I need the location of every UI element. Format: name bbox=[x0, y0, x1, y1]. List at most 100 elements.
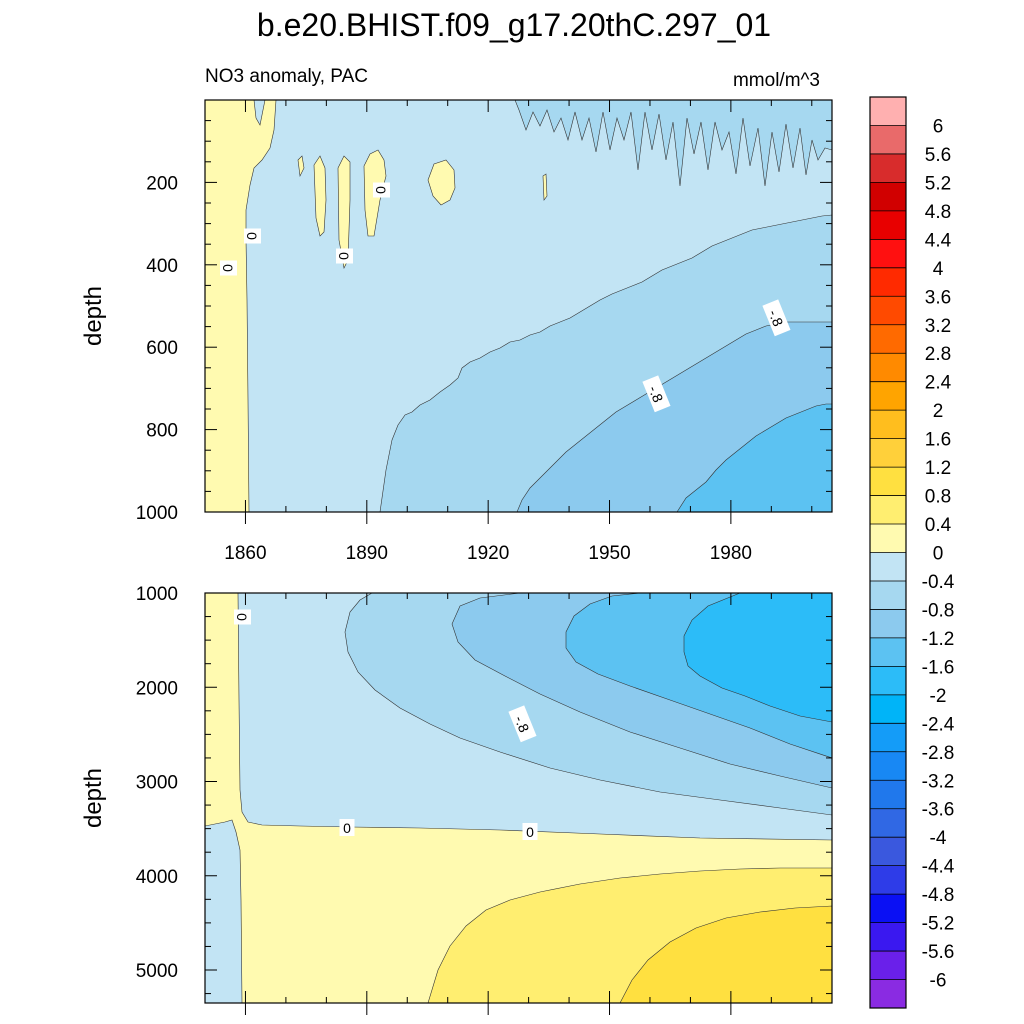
colorbar-label: -5.2 bbox=[922, 914, 955, 935]
colorbar-label: 4 bbox=[933, 259, 944, 280]
colorbar-swatch bbox=[870, 438, 906, 468]
colorbar-label: 3.6 bbox=[925, 287, 951, 308]
colorbar-label: 2 bbox=[933, 401, 944, 422]
y-tick-label: 400 bbox=[146, 256, 178, 277]
contour-label: 0 bbox=[373, 182, 390, 198]
colorbar-swatch bbox=[870, 125, 906, 155]
colorbar-label: 4.8 bbox=[925, 202, 951, 223]
lower-contour-labels: 0 -.8 0 0 bbox=[234, 609, 538, 840]
contour-label-bg bbox=[642, 375, 671, 413]
colorbar-label: 6 bbox=[933, 116, 944, 137]
contour-label-bg bbox=[220, 260, 237, 276]
contour-label-text: 0 bbox=[220, 264, 236, 272]
colorbar-swatch bbox=[870, 894, 906, 923]
units-label: mmol/m^3 bbox=[733, 70, 820, 91]
colorbar-swatch bbox=[870, 837, 906, 866]
colorbar-label: -4.4 bbox=[922, 857, 955, 878]
x-tick-label: 1860 bbox=[224, 543, 266, 564]
colorbar-swatch bbox=[870, 552, 906, 582]
lower-ticks: 1000 2000 3000 4000 5000 bbox=[136, 584, 832, 1015]
colorbar-label: -1.6 bbox=[922, 657, 955, 678]
x-tick-label: 1980 bbox=[710, 543, 752, 564]
y-tick-label: 200 bbox=[146, 173, 178, 194]
colorbar-swatch bbox=[870, 495, 906, 525]
colorbar-label: -5.6 bbox=[922, 942, 955, 963]
contour-label: -.8 bbox=[642, 375, 671, 413]
contour-label: 0 bbox=[339, 819, 355, 836]
upper-ticks: 1860 1890 1920 1950 1980 200 400 600 800 1000 bbox=[136, 99, 832, 564]
upper-band-pos-0-0.4 bbox=[205, 100, 277, 512]
chart-title: b.e20.BHIST.f09_g17.20thC.297_01 bbox=[257, 7, 771, 43]
lower-panel-frame bbox=[204, 592, 833, 1004]
contour-label-bg bbox=[373, 182, 390, 198]
contour-label-text: 0 bbox=[526, 824, 534, 840]
x-tick-label: 1950 bbox=[588, 543, 630, 564]
colorbar: 6 5.6 5.2 4.8 4.4 4 3.6 3.2 2.8 2.4 2 1.6 1.2 0.8 0.4 0… bbox=[869, 96, 955, 1009]
colorbar-label: -4.8 bbox=[922, 885, 955, 906]
contour-label: -.8 bbox=[762, 299, 791, 337]
colorbar-label: 5.2 bbox=[925, 173, 951, 194]
y-tick-label: 1000 bbox=[136, 503, 178, 524]
lower-band-neg-1.6-2 bbox=[683, 593, 832, 723]
colorbar-label: 2.8 bbox=[925, 344, 951, 365]
colorbar-label: 4.4 bbox=[925, 230, 952, 251]
y-tick-label: 2000 bbox=[136, 678, 178, 699]
y-axis-label-lower: depth bbox=[80, 768, 107, 828]
colorbar-label: -2.4 bbox=[922, 714, 955, 735]
colorbar-label: -0.8 bbox=[922, 600, 955, 621]
colorbar-swatch bbox=[870, 324, 906, 354]
contour-label-text: 0 bbox=[373, 186, 389, 194]
colorbar-label: 1.6 bbox=[925, 430, 951, 451]
y-tick-label: 1000 bbox=[136, 584, 178, 605]
colorbar-swatch bbox=[870, 524, 906, 553]
colorbar-label: 1.2 bbox=[925, 458, 951, 479]
y-tick-label: 800 bbox=[146, 421, 178, 442]
contour-label: 0 bbox=[220, 260, 237, 276]
contour-label-bg bbox=[234, 609, 251, 625]
colorbar-swatch bbox=[870, 153, 906, 183]
upper-yellow-blob-5 bbox=[297, 155, 305, 178]
contour-label-bg bbox=[339, 819, 355, 836]
upper-surface-streaks bbox=[514, 100, 832, 187]
colorbar-swatch bbox=[870, 780, 906, 810]
lower-band-neg-left-strip bbox=[205, 819, 243, 1003]
colorbar-frame bbox=[869, 96, 907, 1009]
colorbar-swatch bbox=[870, 694, 906, 724]
colorbar-swatch bbox=[870, 210, 906, 240]
colorbar-swatch bbox=[870, 296, 906, 326]
contour-label-bg bbox=[762, 299, 791, 337]
y-tick-label: 3000 bbox=[136, 773, 178, 794]
contour-label: 0 bbox=[522, 823, 538, 840]
colorbar-label: 0 bbox=[933, 544, 944, 565]
colorbar-label: -2.8 bbox=[922, 743, 955, 764]
x-tick-label: 1890 bbox=[346, 543, 388, 564]
colorbar-label: 0.8 bbox=[925, 487, 951, 508]
colorbar-label: -3.6 bbox=[922, 800, 955, 821]
colorbar-swatch bbox=[870, 97, 906, 126]
contour-label: 0 bbox=[336, 248, 353, 264]
colorbar-label: 3.2 bbox=[925, 316, 951, 337]
subtitle-left: NO3 anomaly, PAC bbox=[205, 66, 368, 87]
upper-band-neg-1.2-1.6 bbox=[676, 403, 832, 512]
colorbar-label: -6 bbox=[930, 971, 947, 992]
contour-label: 0 bbox=[234, 609, 251, 625]
colorbar-swatch bbox=[870, 666, 906, 696]
contour-label-text: -.8 bbox=[766, 307, 787, 328]
upper-yellow-blob-2 bbox=[313, 155, 327, 237]
colorbar-swatch bbox=[870, 808, 906, 838]
contour-label-bg bbox=[336, 248, 353, 264]
colorbar-swatch bbox=[870, 979, 906, 1009]
upper-panel bbox=[205, 100, 832, 512]
lower-band-pos-0.8-1.2 bbox=[619, 905, 832, 1003]
upper-yellow-blob-3 bbox=[337, 155, 351, 269]
colorbar-label: -0.4 bbox=[922, 572, 955, 593]
contour-label-bg bbox=[244, 228, 261, 244]
contour-label-text: 0 bbox=[244, 232, 260, 240]
contour-label: 0 bbox=[244, 228, 261, 244]
colorbar-swatch bbox=[870, 381, 906, 411]
contour-label: -.8 bbox=[508, 705, 537, 743]
colorbar-swatch bbox=[870, 580, 906, 610]
